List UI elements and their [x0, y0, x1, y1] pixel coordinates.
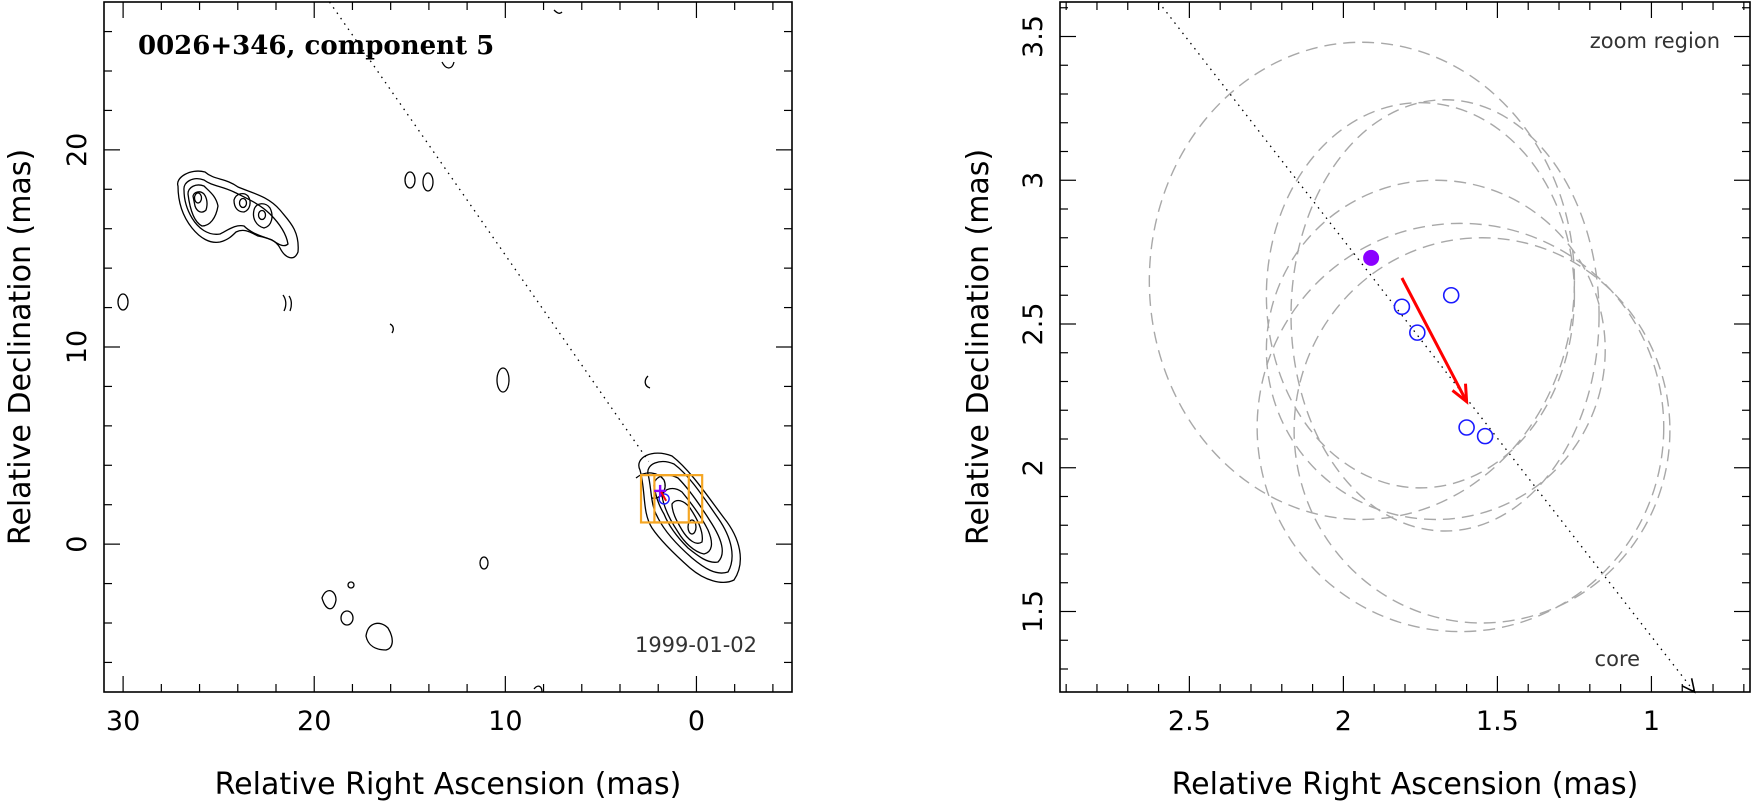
y-tick-label: 10	[62, 330, 93, 364]
contour-level	[117, 293, 129, 311]
component-point	[1393, 298, 1411, 316]
x-tick-label: 2.5	[1168, 706, 1211, 737]
zoom-box	[653, 474, 704, 524]
component-point	[1442, 286, 1460, 304]
contour-level	[687, 519, 697, 535]
contour-level	[193, 192, 203, 204]
right-x-axis-label: Relative Right Ascension (mas)	[1172, 767, 1639, 802]
y-tick-label: 2	[1018, 459, 1049, 476]
zoom-boxes	[639, 474, 704, 524]
contour-level	[638, 452, 741, 583]
contour-level	[238, 197, 248, 209]
component-point	[1409, 324, 1426, 341]
x-tick-label: 1.5	[1476, 706, 1519, 737]
contour-level	[553, 9, 563, 14]
core-arrowhead	[1681, 678, 1696, 694]
core-label: core	[1595, 647, 1641, 671]
component-positions	[1363, 249, 1494, 445]
left-panel-title: 0026+346, component 5	[138, 31, 494, 61]
x-tick-label: 0	[688, 706, 705, 737]
component-motion	[660, 491, 668, 502]
contour-level	[389, 323, 394, 334]
uncertainty-ellipse	[1293, 237, 1671, 624]
uncertainty-ellipse	[1148, 41, 1576, 521]
contour-level	[233, 193, 251, 213]
component-point	[1476, 427, 1494, 445]
contour-level	[183, 178, 289, 247]
core-direction-line	[1158, 1, 1696, 693]
contour-level	[257, 209, 267, 221]
left-ticks: 30 20 10 0 0 10 20	[62, 2, 792, 737]
right-plot-frame	[1059, 1, 1751, 693]
y-tick-label: 20	[62, 133, 93, 167]
reference-point	[1363, 249, 1380, 266]
motion-vector	[1400, 277, 1469, 405]
right-ticks: 2.5 2 1.5 1 1.5 2 2.5 3 3.5	[1018, 2, 1750, 737]
contour-level	[282, 294, 287, 312]
contour-map	[117, 9, 741, 693]
x-tick-label: 2	[1335, 706, 1352, 737]
contour-level	[496, 367, 510, 393]
contour-level	[441, 61, 455, 69]
contour-level	[321, 590, 337, 610]
contour-level	[340, 610, 354, 626]
contour-level	[422, 172, 434, 192]
left-x-axis-label: Relative Right Ascension (mas)	[215, 767, 682, 802]
epoch-label: 1999-01-02	[635, 633, 757, 657]
y-tick-label: 0	[62, 536, 93, 553]
component-marker	[654, 484, 670, 505]
contour-level	[365, 622, 393, 651]
contour-level	[347, 581, 355, 589]
contour-level	[177, 170, 299, 259]
y-tick-label: 3.5	[1018, 15, 1049, 58]
uncertainty-ellipse	[1265, 179, 1606, 521]
contour-level	[661, 487, 713, 555]
uncertainty-ellipses	[1148, 41, 1671, 633]
left-panel: 30 20 10 0 0 10 20	[3, 1, 793, 802]
motion-vector-shaft	[1400, 277, 1468, 403]
contour-level	[533, 685, 543, 693]
contour-level	[647, 460, 733, 574]
contour-level	[288, 295, 293, 312]
contour-level	[635, 472, 666, 499]
contour-level	[187, 184, 219, 227]
y-tick-label: 1.5	[1018, 590, 1049, 633]
uncertainty-ellipse	[1265, 101, 1576, 489]
uncertainty-ellipse	[1256, 222, 1665, 633]
motion-vector-head	[1451, 383, 1469, 405]
right-panel: 2.5 2 1.5 1 1.5 2 2.5 3 3.5 core zoom region Rel…	[961, 1, 1751, 802]
contour-level	[653, 474, 723, 563]
x-tick-label: 1	[1643, 706, 1660, 737]
zoom-region-label: zoom region	[1590, 29, 1720, 53]
x-tick-label: 20	[297, 706, 331, 737]
jet-direction-line	[328, 1, 650, 462]
contour-level	[404, 171, 416, 189]
x-tick-label: 10	[488, 706, 522, 737]
contour-level	[252, 203, 273, 229]
left-y-axis-label: Relative Declination (mas)	[3, 149, 38, 545]
y-tick-label: 3	[1018, 172, 1049, 189]
x-tick-label: 30	[106, 706, 140, 737]
y-tick-label: 2.5	[1018, 303, 1049, 346]
left-plot-frame	[103, 1, 793, 693]
component-point	[1458, 419, 1475, 436]
uncertainty-ellipse	[1290, 99, 1600, 532]
right-y-axis-label: Relative Declination (mas)	[961, 149, 996, 545]
component-circle	[658, 493, 670, 505]
contour-level	[644, 375, 651, 389]
contour-level	[479, 556, 489, 570]
contour-level	[192, 191, 208, 213]
